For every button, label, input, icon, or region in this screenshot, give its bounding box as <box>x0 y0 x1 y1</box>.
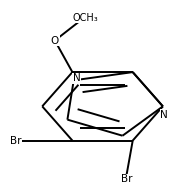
Text: O: O <box>51 36 59 46</box>
Text: N: N <box>160 110 168 120</box>
Text: Br: Br <box>121 174 132 184</box>
Text: N: N <box>73 74 80 84</box>
Text: OCH₃: OCH₃ <box>73 13 99 23</box>
Text: Br: Br <box>10 136 21 146</box>
